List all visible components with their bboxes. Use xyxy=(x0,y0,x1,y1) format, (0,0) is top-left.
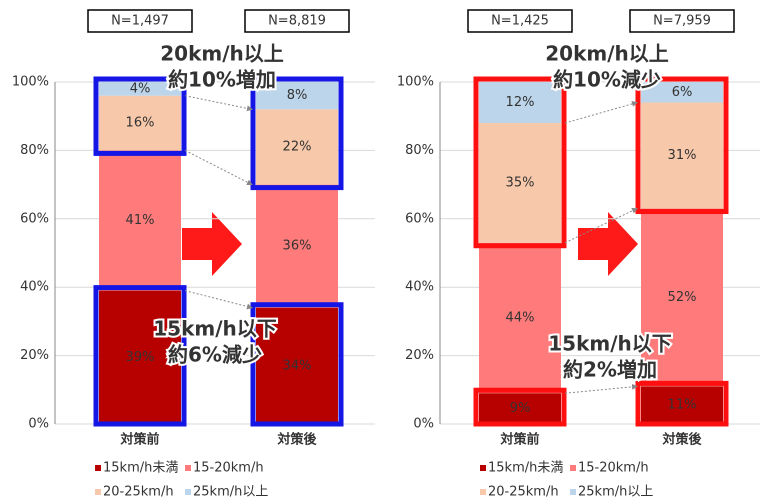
big-arrow xyxy=(182,212,242,276)
bar-segment xyxy=(99,290,181,424)
y-tick-label: 60% xyxy=(20,211,49,226)
value-label: 9% xyxy=(510,401,531,416)
bar-segment xyxy=(99,82,181,96)
legend-label: 15km/h未満 xyxy=(488,461,563,476)
highlight-box xyxy=(93,76,187,156)
legend-swatch xyxy=(570,465,576,471)
bar-segment xyxy=(641,82,723,103)
value-label: 4% xyxy=(130,81,151,96)
legend-label: 20-25km/h xyxy=(488,485,559,500)
trend-arrow xyxy=(564,383,638,394)
value-label: 41% xyxy=(126,213,155,228)
value-label: 22% xyxy=(283,139,312,154)
x-tick-label: 対策前 xyxy=(499,432,539,448)
bar-segment xyxy=(256,109,338,185)
bar-segment xyxy=(99,95,181,151)
trend-arrow xyxy=(184,290,253,310)
value-label: 12% xyxy=(506,95,535,110)
bar-segment xyxy=(641,386,723,424)
y-tick-label: 100% xyxy=(397,75,434,90)
x-tick-label: 対策後 xyxy=(276,432,317,448)
bar-segment xyxy=(479,82,561,124)
highlight-box xyxy=(473,76,567,249)
n-label: N=1,497 xyxy=(111,14,169,29)
callout: 20km/h以上 xyxy=(545,42,669,66)
value-label: 34% xyxy=(283,358,312,373)
value-label: 8% xyxy=(287,88,308,103)
bar-segment xyxy=(479,242,561,394)
legend-label: 15km/h未満 xyxy=(103,461,178,476)
callout: 約6%減少 xyxy=(168,343,262,367)
y-tick-label: 80% xyxy=(405,143,434,158)
value-label: 44% xyxy=(506,310,535,325)
value-label: 39% xyxy=(126,350,155,365)
y-tick-label: 20% xyxy=(405,348,434,363)
bar-segment xyxy=(256,82,338,110)
value-label: 36% xyxy=(283,239,312,254)
bar-segment xyxy=(99,150,181,291)
callout: 20km/h以上 xyxy=(160,42,284,66)
legend-swatch xyxy=(185,489,191,495)
y-tick-label: 80% xyxy=(20,143,49,158)
bar-segment xyxy=(256,307,338,424)
highlight-box xyxy=(250,302,344,427)
legend-swatch xyxy=(570,489,576,495)
legend-label: 15-20km/h xyxy=(578,461,649,476)
bar-segment xyxy=(641,208,723,387)
n-label-box xyxy=(244,9,350,33)
bar-segment xyxy=(479,393,561,424)
bar-segment xyxy=(479,123,561,243)
value-label: 6% xyxy=(672,85,693,100)
value-label: 35% xyxy=(506,175,535,190)
n-label: N=8,819 xyxy=(268,14,326,29)
big-arrow xyxy=(578,212,638,276)
y-tick-label: 40% xyxy=(20,280,49,295)
trend-arrow xyxy=(564,207,638,244)
legend-swatch xyxy=(185,465,191,471)
legend-swatch xyxy=(480,465,486,471)
trend-arrow xyxy=(184,95,253,112)
highlight-box xyxy=(93,285,187,427)
callout: 15km/h以下 xyxy=(153,317,277,341)
callout: 15km/h以下 xyxy=(548,332,672,356)
highlight-box xyxy=(635,76,729,215)
legend-label: 25km/h以上 xyxy=(193,485,268,500)
bar-segment xyxy=(256,184,338,308)
legend-swatch xyxy=(480,489,486,495)
highlight-box xyxy=(250,76,344,191)
y-tick-label: 0% xyxy=(28,417,49,432)
y-tick-label: 100% xyxy=(12,75,49,90)
legend-swatch xyxy=(95,465,101,471)
highlight-box xyxy=(473,387,567,427)
n-label-box xyxy=(629,9,735,33)
highlight-box xyxy=(635,380,729,427)
callout: 約2%増加 xyxy=(563,358,657,382)
value-label: 16% xyxy=(126,116,155,131)
value-label: 11% xyxy=(668,398,697,413)
y-tick-label: 40% xyxy=(405,280,434,295)
legend-swatch xyxy=(95,489,101,495)
y-tick-label: 60% xyxy=(405,211,434,226)
legend-label: 15-20km/h xyxy=(193,461,264,476)
n-label: N=1,425 xyxy=(491,14,549,29)
legend-label: 25km/h以上 xyxy=(578,485,653,500)
callout: 約10%減少 xyxy=(553,68,661,92)
n-label-box xyxy=(467,9,573,33)
x-tick-label: 対策前 xyxy=(119,432,159,448)
value-label: 31% xyxy=(668,148,697,163)
callout: 約10%増加 xyxy=(168,68,276,92)
legend-label: 20-25km/h xyxy=(103,485,174,500)
trend-arrow xyxy=(184,149,253,186)
trend-arrow xyxy=(564,101,638,124)
n-label-box xyxy=(87,9,193,33)
n-label: N=7,959 xyxy=(653,14,711,29)
bar-segment xyxy=(641,102,723,209)
y-tick-label: 20% xyxy=(20,348,49,363)
y-tick-label: 0% xyxy=(413,417,434,432)
value-label: 52% xyxy=(668,290,697,305)
x-tick-label: 対策後 xyxy=(661,432,702,448)
